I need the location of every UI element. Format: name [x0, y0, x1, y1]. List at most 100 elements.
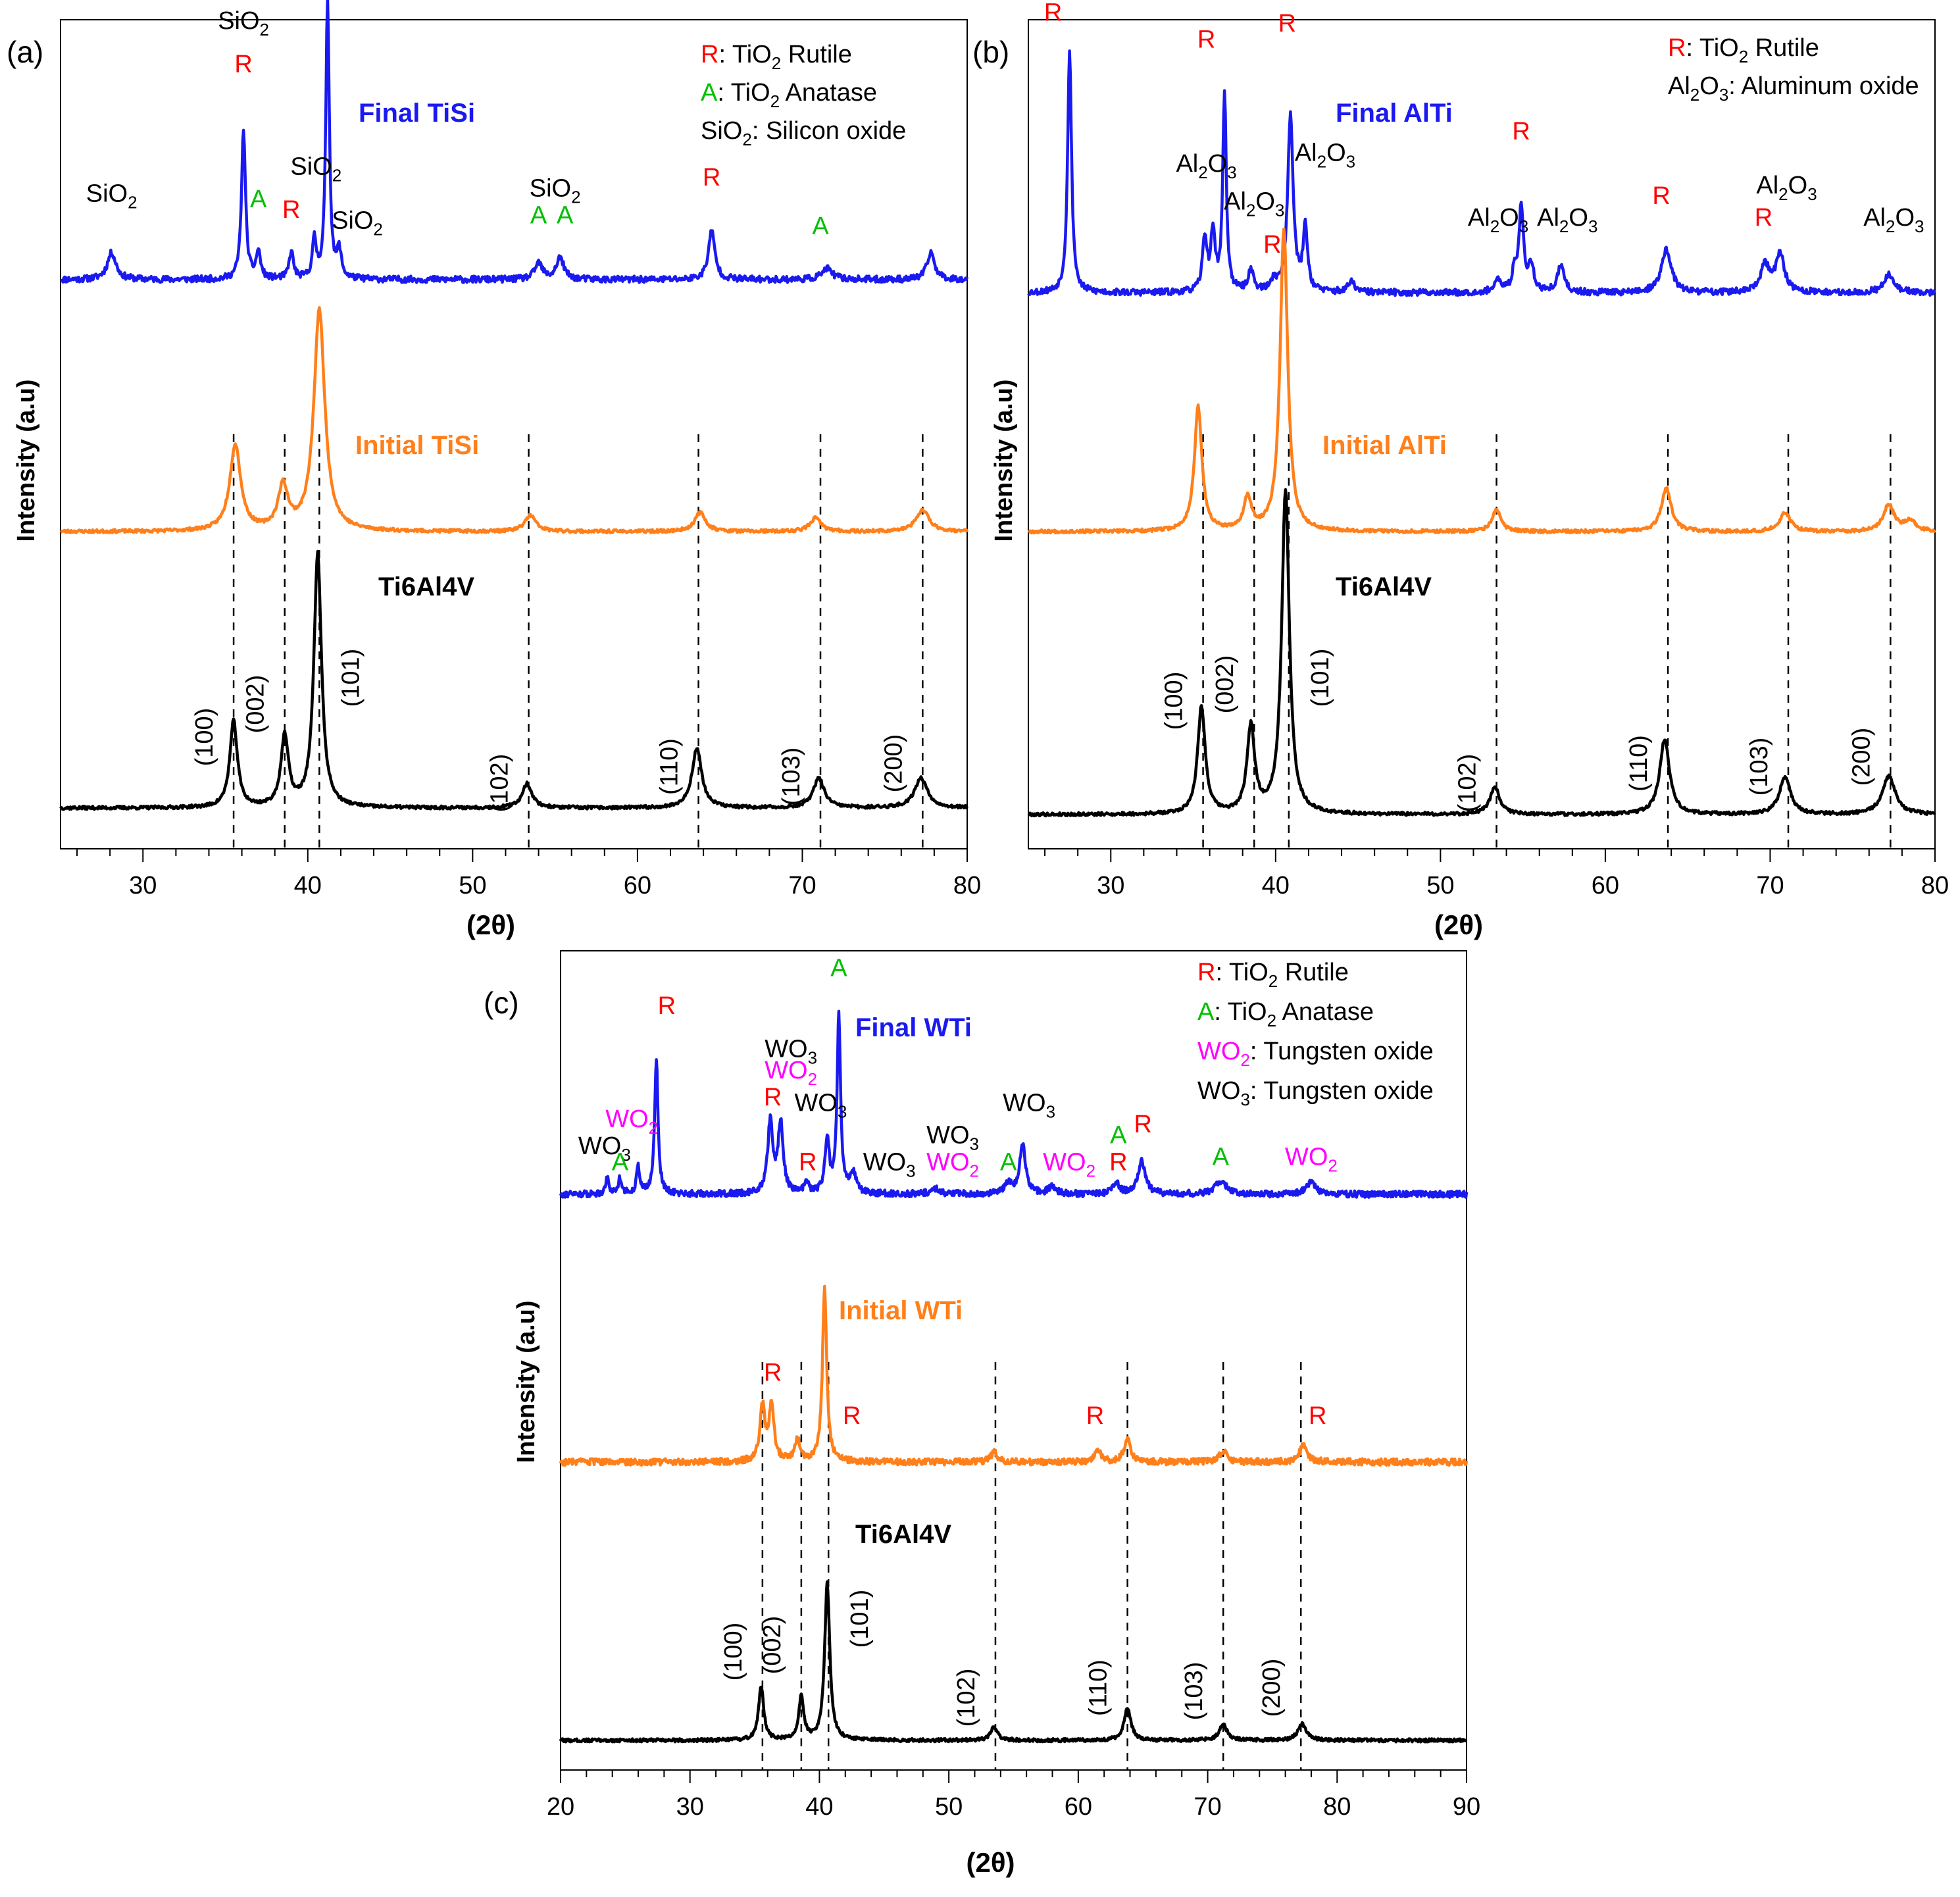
phase-annotation: R [1044, 0, 1062, 26]
phase-annotation: R [703, 164, 720, 191]
series-line-initial-tisi [60, 306, 969, 535]
phase-annotation: SiO2 [290, 153, 341, 186]
x-tick-label: 50 [935, 1793, 963, 1821]
plane-label: (101) [1307, 649, 1334, 707]
phase-annotation: R [1197, 26, 1215, 53]
plane-label: (101) [846, 1590, 874, 1648]
series-line-final-wti [559, 1009, 1469, 1200]
phase-annotation: R [1755, 204, 1772, 232]
y-axis-label: Intensity (a.u) [513, 1300, 540, 1463]
plane-label: (102) [1454, 754, 1482, 813]
phase-annotation: R [1134, 1111, 1151, 1138]
phase-annotation: R [282, 196, 300, 224]
phase-annotation: WO3 [863, 1149, 916, 1181]
plane-label: (101) [337, 649, 364, 707]
phase-annotation: R [1109, 1149, 1127, 1176]
x-tick-label: 80 [1323, 1793, 1351, 1821]
phase-annotation: R [234, 51, 252, 78]
plane-label: (200) [880, 734, 907, 793]
series-label: Initial WTi [839, 1296, 963, 1325]
x-tick-label: 70 [1194, 1793, 1221, 1821]
legend-entry: A: TiO2 Anatase [1197, 998, 1374, 1030]
phase-annotation: A [830, 954, 847, 982]
panel-a-xrd-chart: 30 40 50 60 70 80 (2θ) Intensity (a.u) (a) Final … [7, 0, 981, 940]
plot-frame [560, 950, 1467, 1771]
plane-label: (002) [242, 675, 270, 734]
phase-annotation: R [1309, 1402, 1326, 1430]
plane-label: (002) [1211, 655, 1239, 714]
series-label: Final WTi [855, 1013, 972, 1042]
series-label: Ti6Al4V [378, 572, 474, 601]
phase-annotation: Al2O3 [1756, 172, 1817, 204]
legend-entry: SiO2: Silicon oxide [701, 117, 906, 149]
phase-annotation: SiO2 [86, 180, 138, 213]
phase-annotation: Al2O3 [1863, 204, 1924, 236]
phase-annotation: WO2 [605, 1105, 658, 1138]
series-line-initial-wti [559, 1284, 1469, 1467]
phase-annotation: WO2 [926, 1149, 979, 1181]
phase-annotation: A [557, 201, 574, 229]
legend-entry: A: TiO2 Anatase [701, 79, 877, 111]
phase-annotation: Al2O3 [1176, 150, 1236, 182]
panel-letter: (b) [972, 35, 1009, 69]
x-tick-label: 20 [547, 1793, 574, 1821]
phase-annotation: A [530, 201, 547, 229]
phase-annotation: WO3 [578, 1132, 631, 1165]
series-line-final-tisi [60, 0, 969, 284]
series-label: Ti6Al4V [855, 1520, 951, 1549]
series-line-ti6al4v [59, 549, 969, 811]
panel-letter: (a) [7, 35, 43, 69]
plot-frame [60, 19, 968, 849]
legend-entry: R: TiO2 Rutile [701, 41, 852, 73]
phase-annotation: R [799, 1149, 817, 1176]
phase-annotation: WO3 [765, 1035, 817, 1067]
x-axis-label: (2θ) [966, 1847, 1015, 1878]
plane-label: (110) [656, 738, 684, 795]
plane-label: (110) [1085, 1659, 1113, 1716]
phase-annotation: R [658, 992, 676, 1020]
phase-annotation: Al2O3 [1295, 139, 1355, 172]
phase-annotation: R [1263, 231, 1281, 259]
series-label: Initial AlTi [1322, 431, 1447, 460]
x-tick-label: 70 [788, 872, 816, 899]
x-tick-label: 60 [1065, 1793, 1092, 1821]
plot-frame [1028, 19, 1936, 849]
x-axis-label: (2θ) [1434, 909, 1483, 940]
phase-annotation: Al2O3 [1537, 204, 1597, 236]
x-tick-label: 40 [805, 1793, 833, 1821]
phase-annotation: A [1213, 1143, 1230, 1171]
legend-entry: R: TiO2 Rutile [1197, 959, 1349, 991]
phase-annotation: A [1000, 1149, 1017, 1176]
phase-annotation: Al2O3 [1224, 188, 1284, 220]
phase-annotation: A [612, 1149, 629, 1176]
phase-annotation: A [1110, 1122, 1127, 1150]
phase-annotation: R [1086, 1402, 1104, 1430]
plane-label: (103) [1746, 738, 1773, 796]
phase-annotation: SiO2 [332, 207, 383, 240]
phase-annotation: WO3 [794, 1089, 847, 1121]
plane-label: (102) [486, 754, 514, 813]
phase-annotation: SiO2 [218, 7, 269, 39]
phase-annotation: WO3 [926, 1122, 979, 1154]
plane-label: (200) [1847, 728, 1875, 786]
x-tick-label: 50 [1426, 872, 1454, 899]
series-line-final-alti [1027, 49, 1936, 297]
panel-c-xrd-chart: 20 30 40 50 60 70 80 90 (2θ) Intensity (a.u) (c) Fi… [484, 950, 1480, 1878]
phase-annotation: R [1278, 10, 1296, 38]
x-tick-label: 90 [1453, 1793, 1480, 1821]
series-label: Final AlTi [1336, 99, 1453, 128]
x-tick-label: 70 [1756, 872, 1784, 899]
plane-label: (103) [778, 747, 805, 806]
series-line-ti6al4v [1027, 488, 1936, 818]
phase-annotation: R [764, 1084, 782, 1111]
y-axis-label: Intensity (a.u) [13, 379, 40, 542]
phase-annotation: SiO2 [530, 174, 581, 207]
plane-label: (100) [191, 708, 218, 767]
x-tick-label: 30 [129, 872, 157, 899]
phase-annotation: WO2 [765, 1057, 817, 1089]
legend-entry: WO3: Tungsten oxide [1197, 1077, 1434, 1109]
x-tick-label: 60 [1592, 872, 1619, 899]
plane-label: (102) [953, 1669, 980, 1727]
plane-label: (002) [759, 1616, 786, 1675]
y-axis-label: Intensity (a.u) [990, 379, 1018, 542]
